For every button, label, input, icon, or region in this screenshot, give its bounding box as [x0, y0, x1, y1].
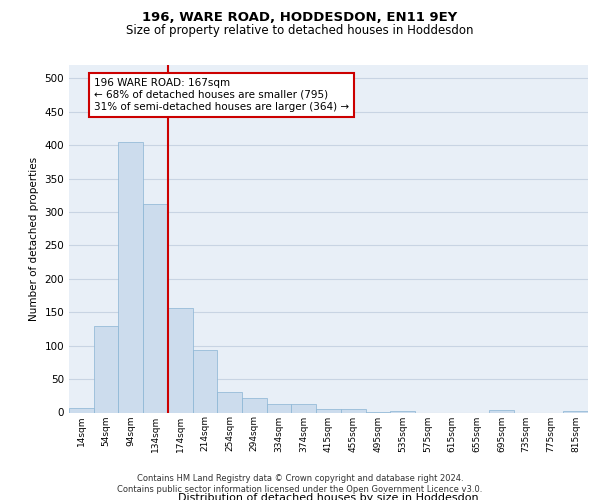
Text: 196 WARE ROAD: 167sqm
← 68% of detached houses are smaller (795)
31% of semi-det: 196 WARE ROAD: 167sqm ← 68% of detached … — [94, 78, 349, 112]
Text: Contains HM Land Registry data © Crown copyright and database right 2024.
Contai: Contains HM Land Registry data © Crown c… — [118, 474, 482, 494]
Bar — [168, 308, 193, 412]
Bar — [217, 392, 242, 412]
Bar — [118, 142, 143, 412]
Bar — [390, 411, 415, 412]
Bar — [489, 410, 514, 412]
Bar — [267, 404, 292, 412]
Bar — [341, 409, 365, 412]
Bar — [563, 411, 588, 412]
Bar — [193, 350, 217, 412]
Y-axis label: Number of detached properties: Number of detached properties — [29, 156, 39, 321]
Bar — [94, 326, 118, 412]
Bar — [316, 409, 341, 412]
X-axis label: Distribution of detached houses by size in Hoddesdon: Distribution of detached houses by size … — [178, 494, 479, 500]
Text: Size of property relative to detached houses in Hoddesdon: Size of property relative to detached ho… — [126, 24, 474, 37]
Bar — [143, 204, 168, 412]
Bar — [69, 408, 94, 412]
Bar — [242, 398, 267, 412]
Text: 196, WARE ROAD, HODDESDON, EN11 9EY: 196, WARE ROAD, HODDESDON, EN11 9EY — [142, 11, 458, 24]
Bar — [292, 404, 316, 412]
